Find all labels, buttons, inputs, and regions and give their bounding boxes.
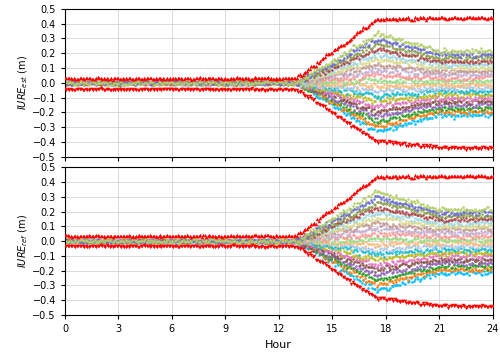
X-axis label: Hour: Hour xyxy=(266,339,292,350)
Y-axis label: $IURE_{ref}$ (m): $IURE_{ref}$ (m) xyxy=(16,214,30,268)
Y-axis label: $IURE_{est}$ (m): $IURE_{est}$ (m) xyxy=(16,55,30,110)
